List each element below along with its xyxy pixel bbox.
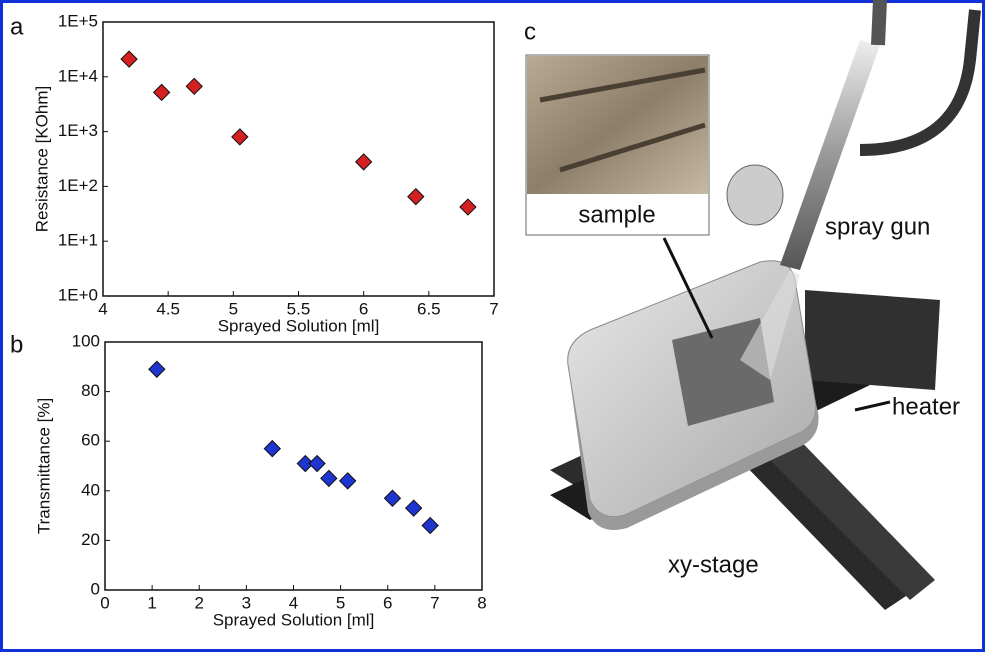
panel-label: b (10, 331, 23, 358)
x-axis-label: Sprayed Solution [ml] (213, 610, 375, 629)
spray-gun-cup (726, 164, 784, 226)
data-point (263, 439, 282, 458)
y-tick-label: 20 (81, 530, 100, 549)
spray-gun-label: spray gun (825, 213, 930, 240)
y-tick-label: 80 (81, 381, 100, 400)
x-tick-label: 8 (477, 593, 486, 612)
y-tick-label: 60 (81, 431, 100, 450)
y-tick-label: 1E+5 (58, 11, 98, 30)
data-point (320, 469, 338, 488)
x-tick-label: 4 (98, 299, 107, 318)
y-tick-label: 1E+4 (58, 66, 98, 85)
x-tick-label: 5 (336, 593, 345, 612)
heater-edge (568, 365, 819, 530)
x-tick-label: 5 (229, 299, 238, 318)
heater-label: heater (892, 393, 960, 420)
data-point (383, 489, 402, 507)
data-point (338, 472, 357, 490)
heater-leader (854, 400, 891, 412)
x-tick-label: 6 (359, 299, 368, 318)
x-tick-label: 4 (289, 593, 298, 612)
x-tick-label: 4.5 (156, 299, 180, 318)
x-tick-label: 7 (430, 593, 439, 612)
x-tick-label: 6 (383, 593, 392, 612)
y-axis-label: Transmittance [%] (34, 398, 53, 534)
stage-rail (805, 290, 940, 390)
data-point (148, 360, 166, 378)
data-point (120, 50, 138, 68)
spray-gun-top (871, 0, 887, 46)
x-tick-label: 3 (242, 593, 251, 612)
y-tick-label: 1E+2 (58, 176, 98, 195)
stage-label: xy-stage (668, 551, 759, 578)
inset-photo (527, 56, 708, 194)
hose (859, 9, 981, 156)
data-point (231, 128, 249, 146)
x-axis-label: Sprayed Solution [ml] (218, 316, 380, 335)
data-point (152, 83, 171, 102)
y-axis-label: Resistance [KOhm] (32, 86, 51, 232)
spray-gun-body (780, 40, 880, 270)
x-tick-label: 1 (147, 593, 156, 612)
x-tick-label: 6.5 (417, 299, 441, 318)
x-tick-label: 2 (195, 593, 204, 612)
data-point (308, 454, 326, 473)
data-point (296, 454, 314, 473)
y-tick-label: 1E+1 (58, 231, 98, 250)
x-tick-label: 0 (100, 593, 109, 612)
data-point (404, 499, 423, 517)
data-point (407, 187, 425, 206)
y-tick-label: 0 (91, 579, 100, 598)
x-tick-label: 5.5 (287, 299, 311, 318)
tweezers (539, 67, 706, 173)
x-tick-label: 7 (489, 299, 498, 318)
stage-rail (740, 440, 915, 610)
sample-leader (662, 237, 714, 339)
y-tick-label: 1E+3 (58, 121, 98, 140)
data-point (185, 77, 203, 96)
data-point (421, 516, 439, 535)
panel-label: c (524, 18, 536, 45)
panel-label: a (10, 13, 24, 40)
plot-frame (102, 21, 495, 297)
data-point (354, 153, 373, 171)
data-point (459, 198, 477, 216)
illustration (525, 0, 981, 610)
spray-cone (740, 270, 800, 380)
y-tick-label: 100 (72, 331, 100, 350)
plot-frame (104, 341, 483, 591)
stage-rail (760, 430, 935, 600)
y-tick-label: 40 (81, 480, 100, 499)
y-tick-label: 1E+0 (58, 285, 98, 304)
inset-label: sample (578, 201, 655, 228)
